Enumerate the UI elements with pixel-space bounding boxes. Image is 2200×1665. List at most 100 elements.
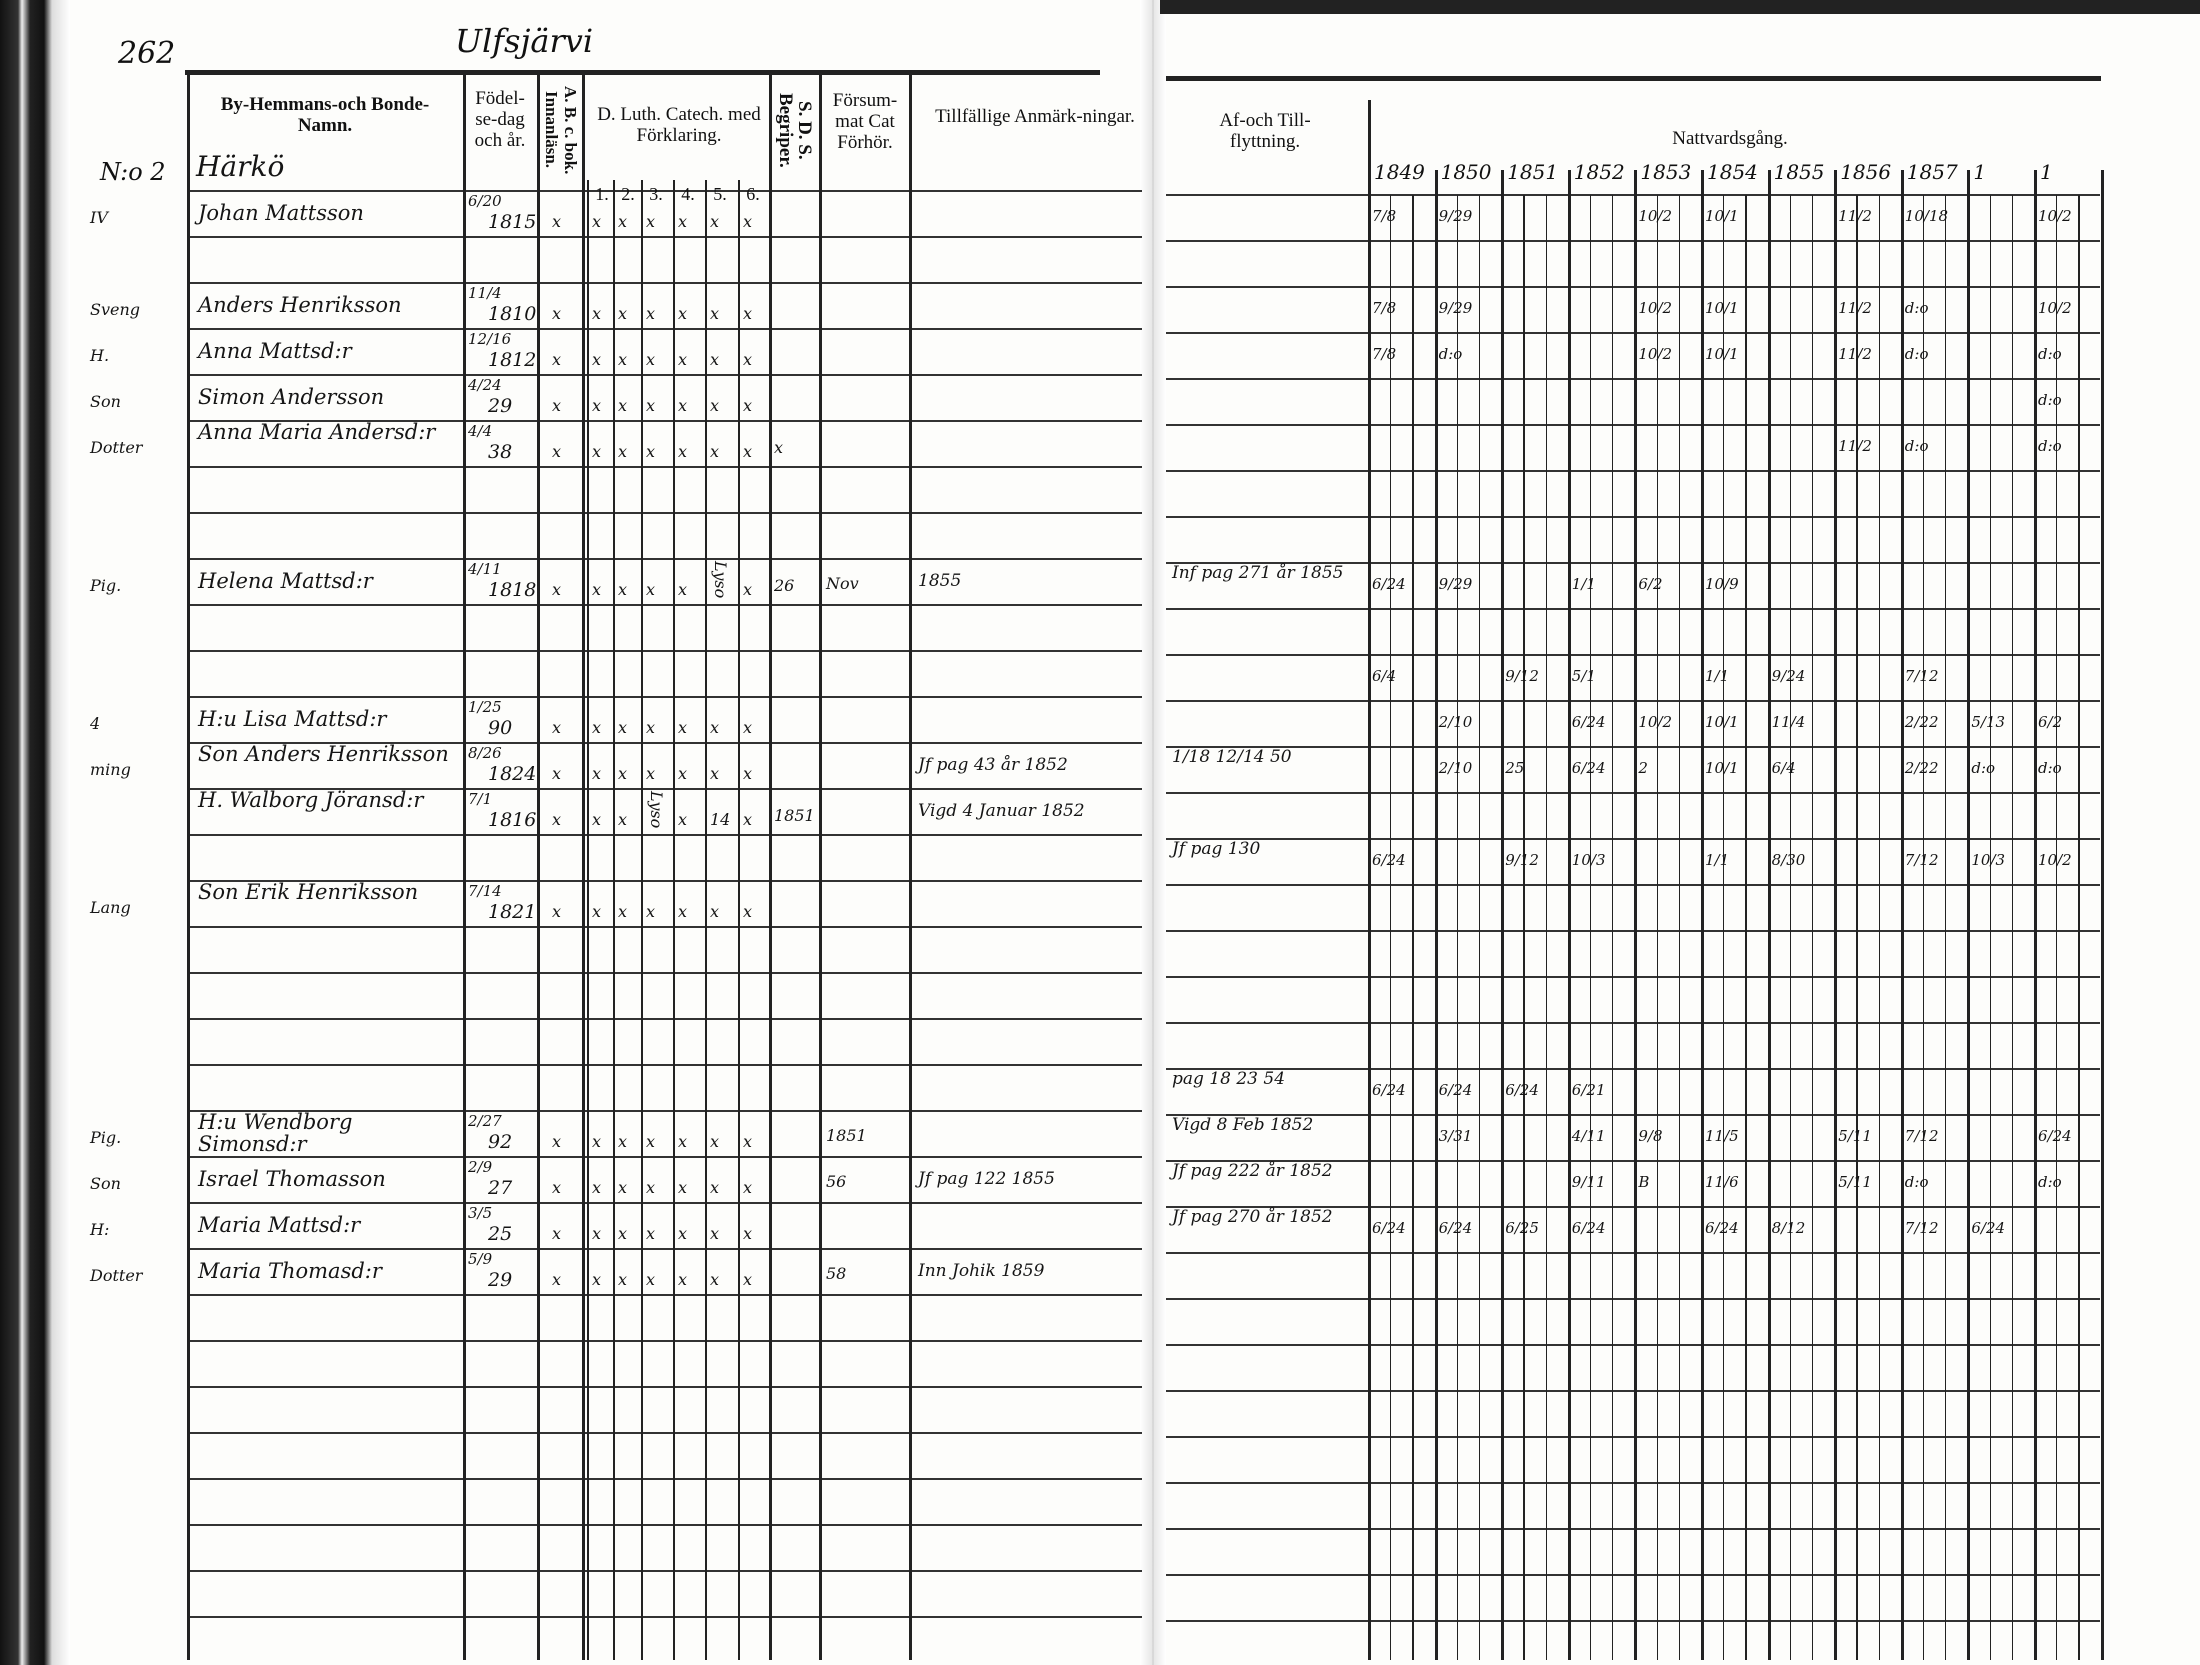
row-rule [1166,1574,2100,1576]
entry-luther-mark: x [743,304,753,323]
entry-nattvard-date: 6/24 [1438,1081,1473,1099]
year-subcolumn-rule [1412,195,1414,1660]
entry-luther-mark: x [618,810,628,829]
entry-luther-mark: x [743,1224,753,1243]
entry-luther-mark: x [592,902,602,921]
entry-flyttning: Vigd 8 Feb 1852 [1172,1115,1314,1135]
entry-tillfallige: Jf pag 122 1855 [918,1169,1055,1189]
header-forsummat: Försum-mat Cat Förhör. [832,90,898,153]
row-rule [187,926,1142,928]
luther-subheader-3: 3. [649,184,663,204]
column-rule [819,72,822,1660]
entry-name: H:u Wendborg Simonsd:r [198,1110,353,1156]
year-column-rule [1701,170,1704,1660]
entry-nattvard-date: 7/8 [1372,345,1397,363]
row-rule [187,1110,1142,1112]
year-header: 1850 [1440,160,1492,184]
entry-name: Maria Mattsd:r [198,1213,361,1237]
row-rule [187,466,1142,468]
entry-abc-mark: x [552,1270,562,1289]
entry-nattvard-date: 2/22 [1904,759,1939,777]
entry-luther-mark: x [618,902,628,921]
row-rule [1166,1528,2100,1530]
entry-birth-year: 25 [488,1223,513,1245]
year-header: 1856 [1840,160,1892,184]
header-rule [185,70,1100,75]
entry-nattvard-date: 10/18 [1904,207,1949,225]
entry-birth-year: 1815 [488,211,537,233]
entry-nattvard-date: 5/11 [1838,1127,1872,1145]
row-rule [1166,194,2100,196]
entry-luther-mark: x [618,304,628,323]
entry-nattvard-date: 6/24 [1372,575,1406,593]
row-rule [1166,654,2100,656]
entry-luther-mark: x [646,764,656,783]
entry-nattvard-date: 6/24 [2038,1127,2072,1145]
entry-luther-mark: Lyso [647,791,666,829]
entry-flyttning: Jf pag 222 år 1852 [1172,1161,1333,1181]
row-rule [187,880,1142,882]
entry-nattvard-date: 6/2 [2038,713,2063,731]
year-subcolumn-rule [2056,195,2058,1660]
year-subcolumn-rule [1590,195,1592,1660]
page-gutter [1140,0,1166,1665]
entry-margin-note: Sveng [90,300,141,319]
entry-luther-mark: x [678,212,688,231]
entry-luther-mark: x [710,396,720,415]
entry-luther-mark: x [678,1224,688,1243]
entry-nattvard-date: 7/8 [1372,207,1397,225]
year-subcolumn-rule [1523,195,1525,1660]
row-rule [187,1156,1142,1158]
entry-abc-mark: x [552,304,562,323]
entry-luther-mark: x [618,350,628,369]
year-column-rule [2034,170,2037,1660]
row-rule [1166,424,2100,426]
subcolumn-rule [641,180,643,1660]
entry-nattvard-date: 10/2 [2038,851,2072,869]
entry-nattvard-date: d:o [2038,437,2062,455]
entry-luther-mark: x [678,764,688,783]
entry-nattvard-date: 10/1 [1705,299,1739,317]
entry-nattvard-date: 8/12 [1771,1219,1806,1237]
entry-nattvard-date: 9/29 [1438,299,1473,317]
entry-name: Son Erik Henriksson [198,880,419,904]
entry-birth-day: 2/9 [468,1158,493,1176]
row-rule [1166,1160,2100,1162]
subcolumn-rule [613,180,615,1660]
row-rule [187,834,1142,836]
entry-forsummat: 1851 [826,1126,867,1145]
entry-birth-year: 1816 [488,809,537,831]
year-subcolumn-rule [1656,195,1658,1660]
year-header: 1 [1973,160,1987,184]
entry-nattvard-date: d:o [1438,345,1463,363]
entry-tillfallige: Inn Johik 1859 [918,1261,1045,1281]
row-rule [187,282,1142,284]
entry-tillfallige: 1855 [918,571,962,591]
entry-nattvard-date: 10/9 [1705,575,1739,593]
year-column-rule [1434,170,1438,1660]
entry-nattvard-date: 6/2 [1638,575,1663,593]
luther-subheader-1: 1. [595,184,609,204]
entry-nattvard-date: d:o [1904,437,1929,455]
entry-nattvard-date: 9/12 [1505,667,1539,685]
entry-birth-year: 1824 [488,763,537,785]
row-rule [1166,746,2100,748]
entry-tillfallige: Vigd 4 Januar 1852 [918,801,1085,821]
entry-margin-note: Pig. [90,576,122,595]
entry-abc-mark: x [552,350,562,369]
row-rule [1166,1482,2100,1484]
entry-luther-mark: x [618,1270,628,1289]
subcolumn-rule [705,180,707,1660]
entry-birth-day: 11/4 [468,284,502,302]
year-subcolumn-rule [1945,195,1947,1660]
entry-luther-mark: x [592,580,602,599]
entry-abc-mark: x [552,212,562,231]
year-header: 1855 [1773,160,1825,184]
entry-luther-mark: x [710,212,720,231]
entry-nattvard-date: 10/1 [1705,713,1739,731]
row-rule [1166,378,2100,380]
entry-nattvard-date: 6/24 [1571,1219,1606,1237]
entry-luther-mark: x [710,442,720,461]
entry-abc-mark: x [552,718,562,737]
